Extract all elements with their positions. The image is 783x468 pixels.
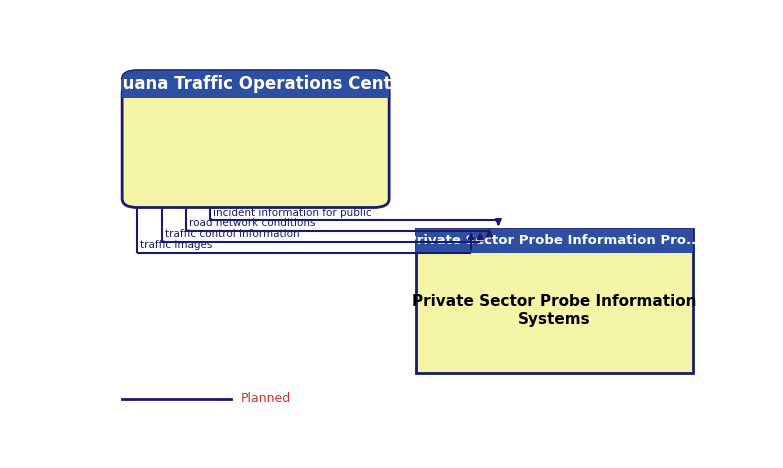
FancyBboxPatch shape xyxy=(122,71,389,207)
Text: Private Sector Probe Information Pro...: Private Sector Probe Information Pro... xyxy=(407,234,702,248)
FancyBboxPatch shape xyxy=(122,71,389,98)
Bar xyxy=(417,229,693,253)
Text: incident information for public: incident information for public xyxy=(213,208,372,218)
Text: road network conditions: road network conditions xyxy=(189,219,316,228)
Bar xyxy=(417,229,693,373)
Bar xyxy=(122,84,389,98)
Text: Tijuana Traffic Operations Center: Tijuana Traffic Operations Center xyxy=(100,75,411,93)
Text: traffic images: traffic images xyxy=(140,240,213,250)
Text: Private Sector Probe Information
Systems: Private Sector Probe Information Systems xyxy=(413,294,697,327)
Text: Planned: Planned xyxy=(240,392,290,405)
Text: traffic control information: traffic control information xyxy=(164,229,299,239)
